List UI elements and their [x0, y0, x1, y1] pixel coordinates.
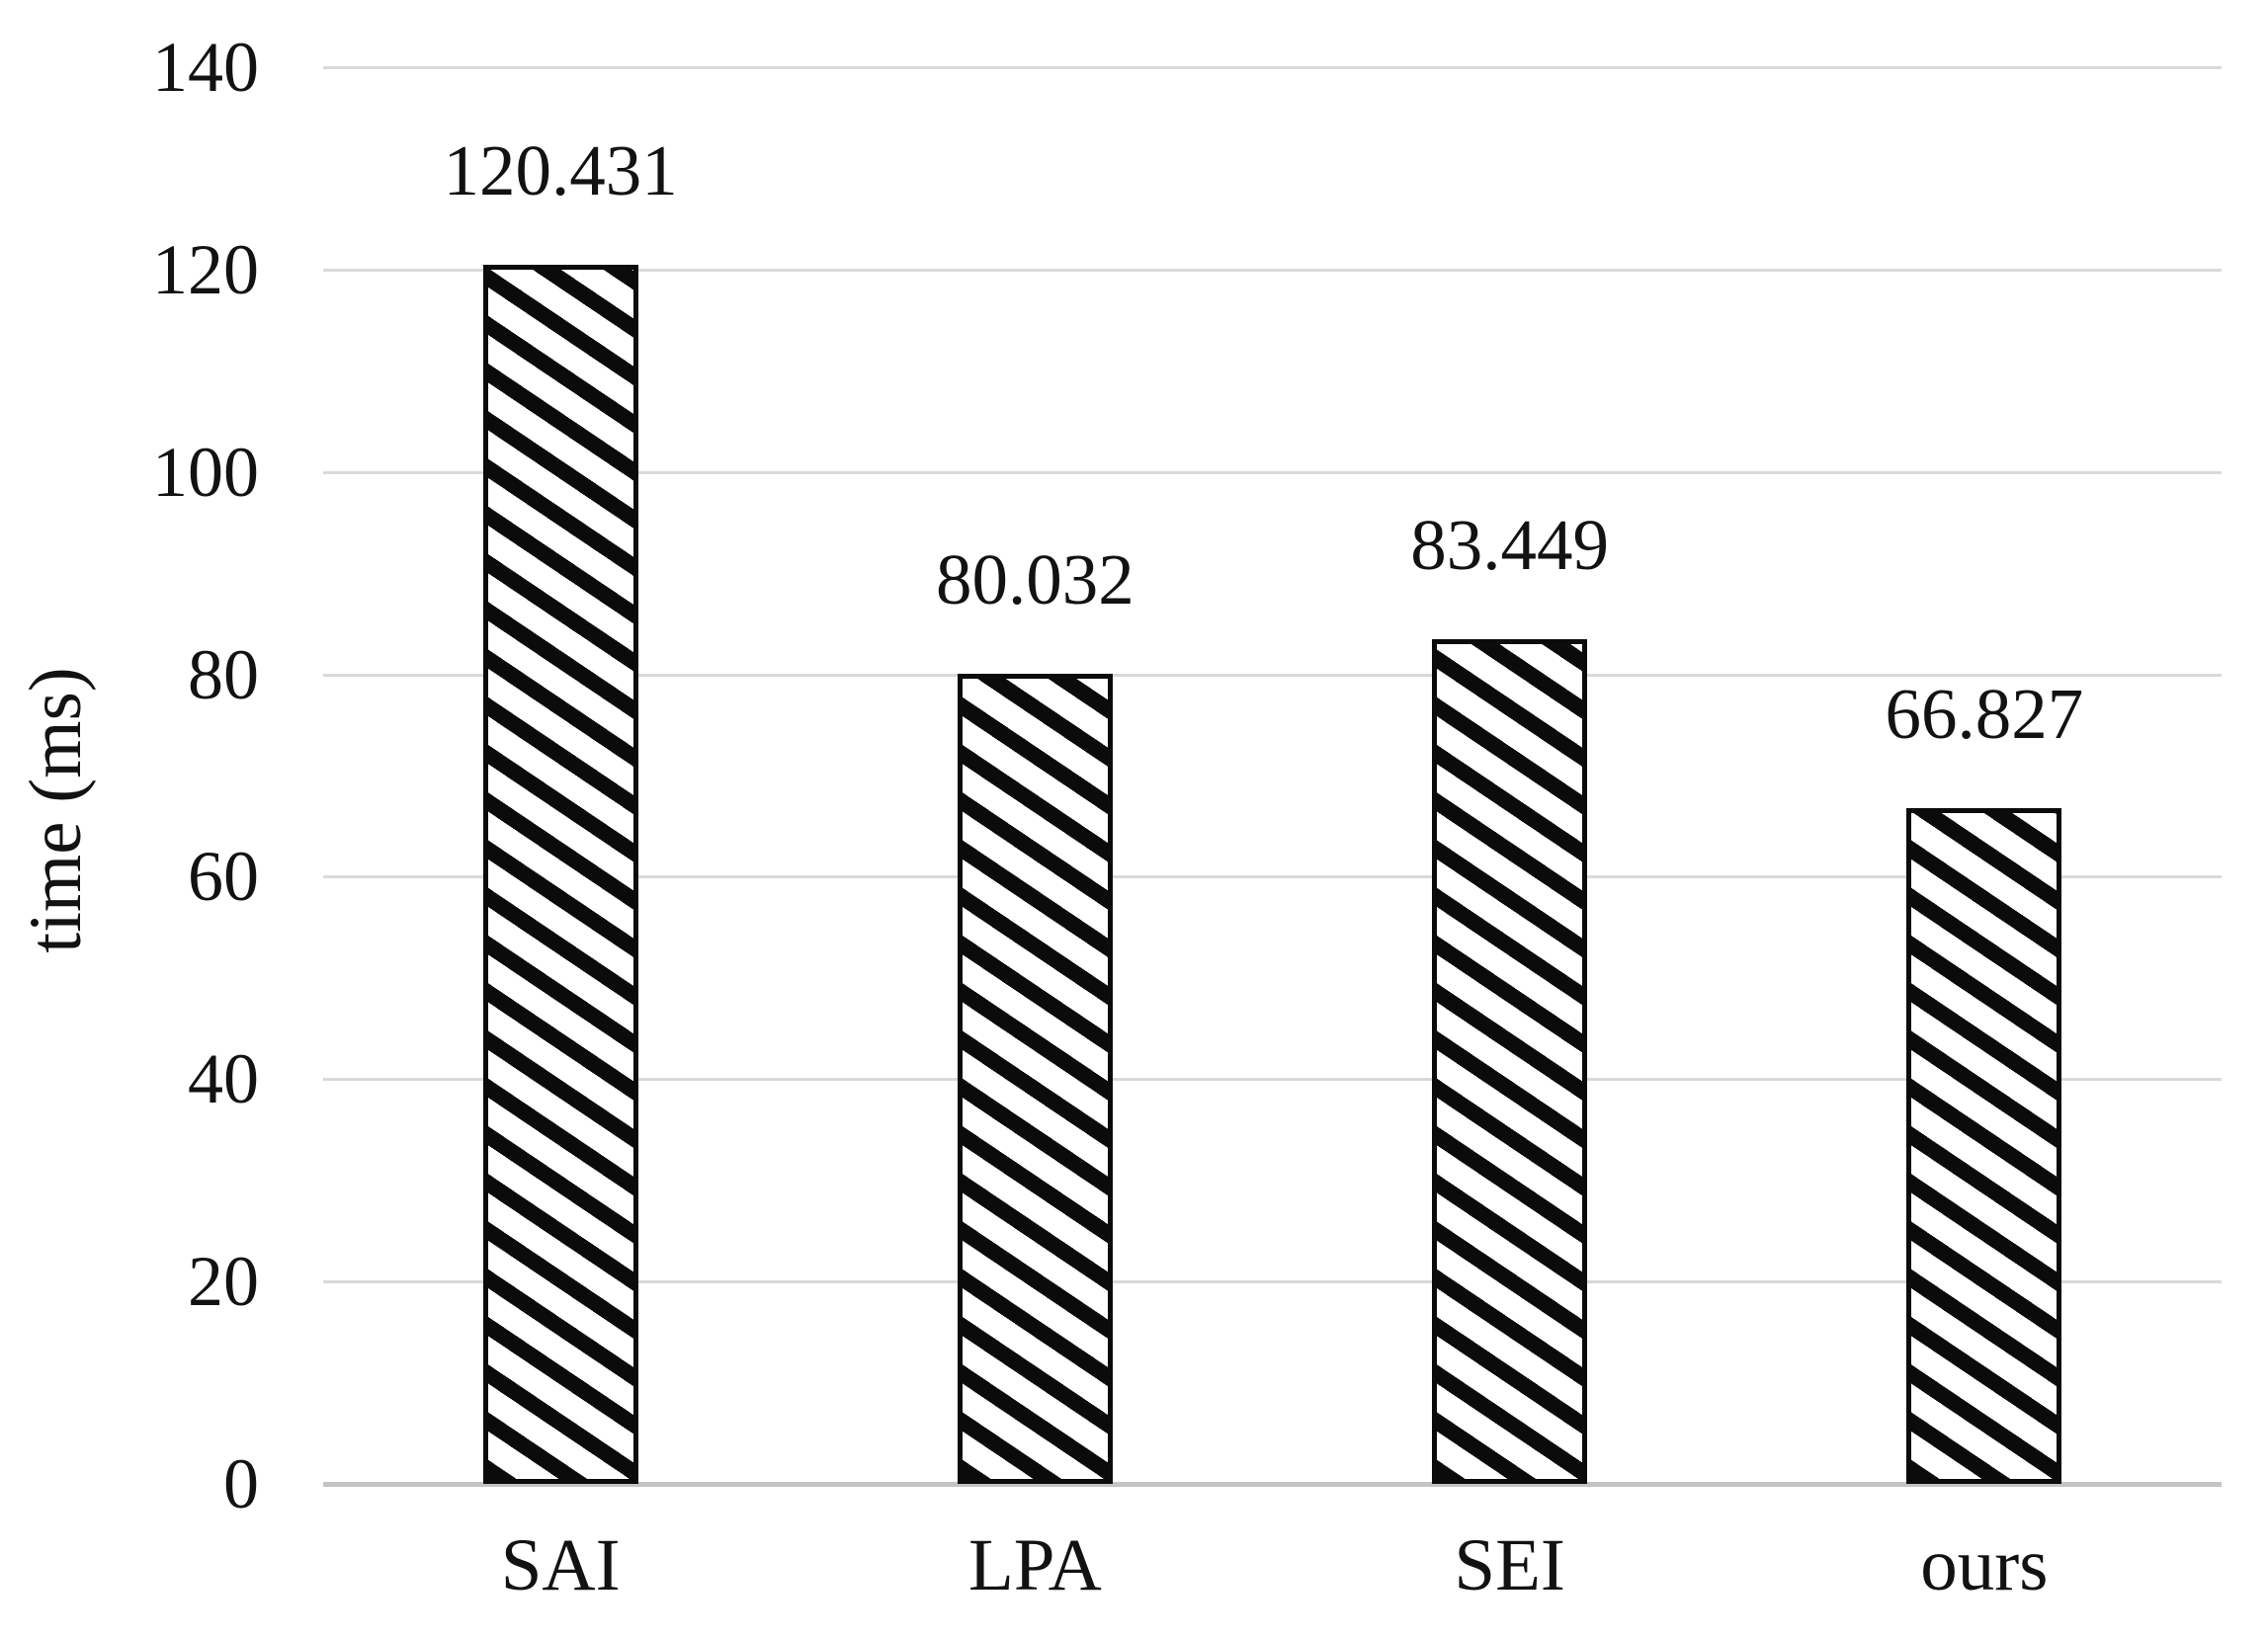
gridline — [323, 1280, 2222, 1284]
value-label-SAI: 120.431 — [443, 130, 678, 211]
gridline — [323, 470, 2222, 474]
gridline — [323, 875, 2222, 879]
value-label-LPA: 80.032 — [936, 539, 1134, 620]
x-axis-line — [323, 1482, 2222, 1487]
y-tick-label: 40 — [188, 1039, 259, 1119]
y-tick-label: 100 — [152, 432, 259, 512]
bar-SEI — [1432, 639, 1588, 1484]
gridline — [323, 268, 2222, 272]
bar-SAI — [482, 265, 638, 1484]
y-tick-label: 20 — [188, 1242, 259, 1322]
bar-ours — [1906, 807, 2062, 1484]
y-tick-label: 140 — [152, 28, 259, 107]
value-label-ours: 66.827 — [1885, 673, 2084, 754]
x-category-label-ours: ours — [1920, 1524, 2049, 1606]
gridline — [323, 673, 2222, 677]
y-tick-label: 120 — [152, 229, 259, 309]
bar-LPA — [957, 674, 1113, 1484]
y-tick-label: 0 — [223, 1444, 259, 1523]
gridline — [323, 66, 2222, 69]
gridline — [323, 1078, 2222, 1082]
plot-area — [323, 66, 2222, 1487]
x-category-label-LPA: LPA — [967, 1524, 1102, 1606]
y-tick-label: 80 — [188, 634, 259, 714]
x-category-label-SEI: SEI — [1454, 1524, 1565, 1606]
x-category-label-SAI: SAI — [500, 1524, 621, 1606]
y-tick-label: 60 — [188, 837, 259, 917]
value-label-SEI: 83.449 — [1410, 505, 1609, 586]
